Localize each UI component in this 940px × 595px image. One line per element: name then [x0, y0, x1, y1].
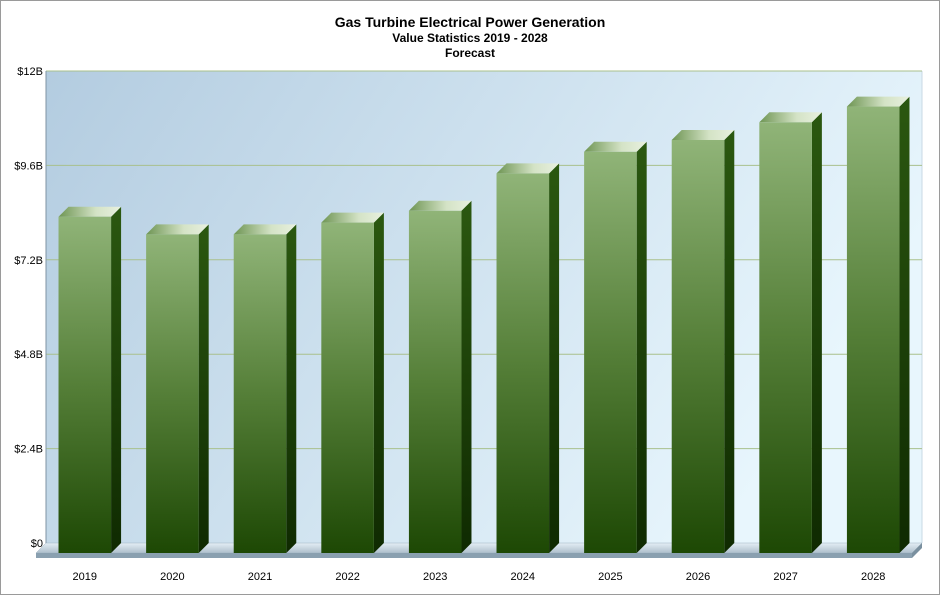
bar-side [549, 163, 560, 553]
bar-front [321, 222, 374, 553]
bars [58, 96, 910, 554]
bar-cap [321, 212, 384, 223]
x-tick-label: 2019 [73, 571, 97, 583]
y-tick-label: $12B [17, 66, 43, 78]
bar-cap [846, 96, 910, 107]
bar-front [671, 140, 725, 553]
bar-front [408, 210, 462, 554]
bar-cap [496, 163, 560, 174]
y-tick-label: $0 [31, 538, 43, 550]
y-axis: $0 $2.4B $4.8B $7.2B $9.6B $12B [14, 66, 47, 550]
chart-subtitle-forecast: Forecast [444, 46, 496, 60]
bar-cap [584, 141, 647, 152]
x-tick-label: 2027 [773, 571, 797, 583]
bar-cap [408, 200, 472, 211]
bar-cap [671, 130, 735, 140]
chart-titles: Gas Turbine Electrical Power Generation … [0, 14, 940, 61]
bar [671, 130, 735, 553]
bar [496, 163, 560, 553]
chart-title: Gas Turbine Electrical Power Generation [334, 14, 606, 30]
bar-side [111, 206, 122, 553]
x-tick-label: 2022 [335, 571, 359, 583]
bar-front [58, 216, 112, 553]
bar-side [636, 141, 647, 554]
bar [58, 206, 122, 553]
bar-side [899, 96, 910, 554]
bar-front [846, 106, 900, 554]
bar-front [233, 234, 287, 553]
bar [321, 212, 384, 553]
bar-front [584, 151, 637, 554]
bar-cap [146, 224, 209, 235]
bar-front [759, 122, 812, 554]
x-tick-label: 2026 [686, 571, 710, 583]
bar-front [496, 173, 550, 553]
x-tick-label: 2025 [598, 571, 622, 583]
bar [408, 200, 472, 554]
x-tick-label: 2028 [861, 571, 885, 583]
x-tick-label: 2023 [423, 571, 447, 583]
x-axis: 2019 2020 2021 2022 2023 2024 2025 2026 2027 2028 [73, 571, 886, 583]
bar [233, 224, 297, 553]
floor-side [912, 543, 922, 558]
bar-front [146, 234, 199, 553]
chart-subtitle: Value Statistics 2019 - 2028 [392, 31, 548, 45]
bar [146, 224, 209, 553]
floor-front [36, 553, 912, 558]
y-tick-label: $2.4B [14, 444, 43, 456]
bar-side [461, 200, 472, 554]
bar [846, 96, 910, 554]
x-tick-label: 2024 [511, 571, 535, 583]
bar-cap [759, 112, 822, 123]
x-tick-label: 2020 [160, 571, 184, 583]
y-tick-label: $4.8B [14, 349, 43, 361]
bar-side [373, 212, 384, 553]
bar-cap [233, 224, 297, 235]
y-tick-label: $7.2B [14, 255, 43, 267]
bar-cap [58, 206, 122, 217]
bar-side [724, 130, 735, 553]
y-tick-label: $9.6B [14, 160, 43, 172]
bar [759, 112, 822, 554]
x-tick-label: 2021 [248, 571, 272, 583]
bar-side [286, 224, 297, 553]
bar [584, 141, 647, 554]
bar-side [811, 112, 822, 554]
bar-side [198, 224, 209, 553]
